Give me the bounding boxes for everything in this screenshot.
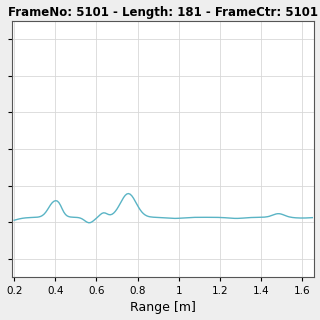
X-axis label: Range [m]: Range [m] bbox=[130, 301, 196, 315]
Title: FrameNo: 5101 - Length: 181 - FrameCtr: 5101: FrameNo: 5101 - Length: 181 - FrameCtr: … bbox=[8, 5, 318, 19]
